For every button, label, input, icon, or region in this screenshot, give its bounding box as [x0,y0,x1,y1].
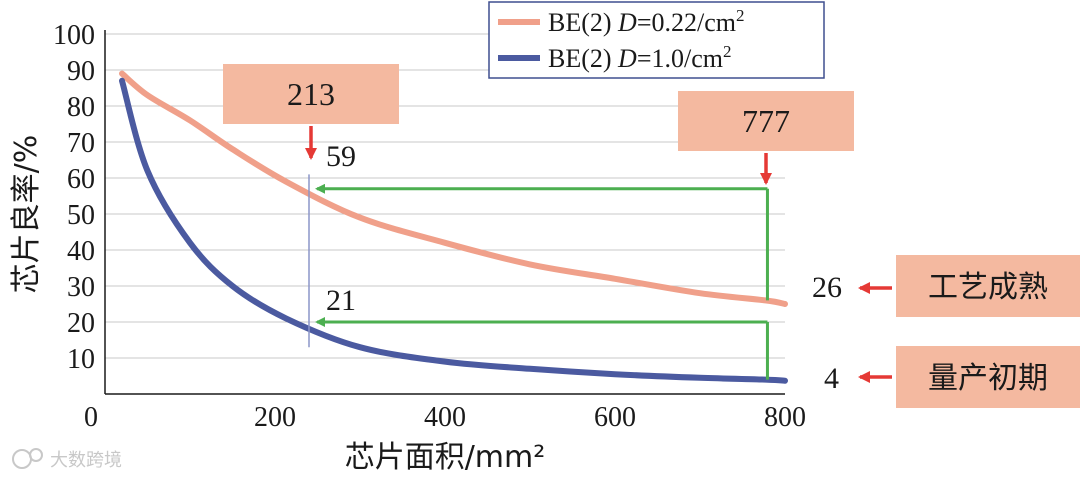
x-tick-200: 200 [254,402,296,433]
y-tick-100: 100 [53,20,95,51]
y-tick-90: 90 [67,56,95,87]
annotation-box-777 [678,91,854,151]
x-tick-800: 800 [764,402,806,433]
tick-labels: 10 20 30 40 50 60 70 80 90 100 0 200 400 600 800 [53,20,806,433]
legend-label-series-1-prefix: BE(2) [548,8,618,37]
series-line-2 [119,77,788,384]
legend-label-series-1-suffix: =0.22/cm [637,8,736,37]
y-tick-80: 80 [67,92,95,123]
annotation-box-early [896,346,1080,408]
x-axis-title: 芯片面积/mm² [345,440,546,475]
value-label-59: 59 [326,140,356,173]
x-tick-0: 0 [84,402,98,433]
annotation-box-777-label: 777 [742,103,790,139]
series-line-1 [119,70,788,307]
watermark: 大数跨境 [12,448,122,471]
series-lines [119,70,788,384]
legend-label-series-2-var: D [617,44,637,73]
x-tick-600: 600 [594,402,636,433]
y-axis-title: 芯片良率/% [9,135,44,294]
y-tick-70: 70 [67,128,95,159]
y-tick-50: 50 [67,200,95,231]
annotation-box-213-label: 213 [287,76,335,112]
annotation-box-213 [223,64,399,124]
legend-box [488,1,825,79]
legend-label-series-2-suffix: =1.0/cm [637,44,723,73]
watermark-logo-icon-dot [29,448,43,462]
watermark-logo-icon [12,449,32,469]
y-tick-30: 30 [67,272,95,303]
annotation-box-mature [896,255,1080,317]
x-tick-400: 400 [424,402,466,433]
annotation-box-early-label: 量产初期 [928,361,1048,396]
watermark-text: 大数跨境 [50,450,122,471]
y-tick-60: 60 [67,164,95,195]
value-label-26: 26 [812,271,842,304]
y-tick-20: 20 [67,308,95,339]
annotations [308,174,769,380]
value-label-21: 21 [326,284,356,317]
axes [104,30,785,395]
legend: BE(2) D=0.22/cm2 BE(2) D=1.0/cm2 [488,1,825,79]
annotation-box-mature-label: 工艺成熟 [928,270,1048,305]
legend-label-series-2-sup: 2 [723,42,732,61]
legend-label-series-2: BE(2) D=1.0/cm2 [548,42,731,73]
legend-label-series-2-prefix: BE(2) [548,44,618,73]
legend-label-series-1-var: D [617,8,637,37]
legend-label-series-1-sup: 2 [736,6,745,25]
y-tick-10: 10 [67,344,95,375]
grid-lines [105,33,785,359]
legend-label-series-1: BE(2) D=0.22/cm2 [548,6,744,37]
value-label-4: 4 [824,362,839,395]
y-tick-40: 40 [67,236,95,267]
